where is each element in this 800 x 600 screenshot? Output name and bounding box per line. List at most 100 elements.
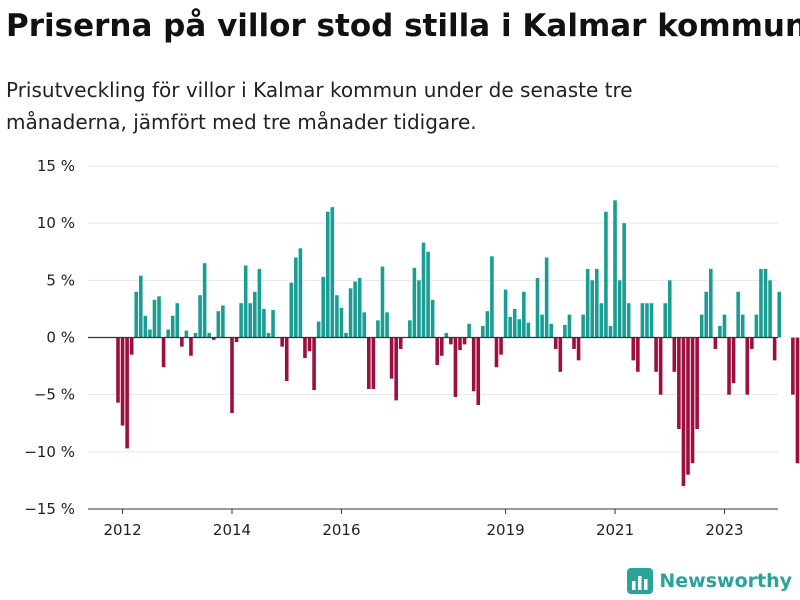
bar: [476, 337, 481, 405]
bar: [139, 275, 143, 338]
bar: [517, 319, 522, 338]
bar: [704, 291, 709, 338]
bar: [216, 311, 221, 338]
bar: [389, 337, 394, 379]
bar: [613, 200, 617, 338]
bar: [312, 337, 316, 391]
bar: [157, 296, 161, 338]
bar: [189, 337, 193, 356]
bar: [622, 223, 626, 338]
bar: [321, 276, 325, 338]
bar: [490, 256, 494, 338]
x-tick-label: 2019: [487, 521, 525, 539]
y-tick-label: 0 %: [46, 329, 75, 347]
bar: [230, 337, 234, 413]
bar: [503, 289, 508, 338]
bar: [522, 291, 526, 338]
page-title: Priserna på villor stod stilla i Kalmar …: [6, 8, 800, 44]
bar: [449, 337, 453, 345]
bar: [740, 314, 745, 338]
bar: [357, 278, 362, 338]
bar: [376, 320, 380, 338]
bar: [567, 314, 572, 338]
bar: [417, 280, 421, 338]
bar: [325, 211, 330, 338]
y-tick-label: 15 %: [37, 157, 75, 175]
bar: [120, 337, 125, 426]
bar: [266, 332, 271, 338]
bar: [435, 337, 439, 365]
bar: [727, 337, 731, 395]
bar: [709, 268, 713, 338]
bar: [294, 257, 298, 338]
bar: [198, 295, 202, 338]
bar: [284, 337, 289, 381]
bar: [585, 268, 590, 338]
bar: [494, 337, 499, 368]
bar: [713, 337, 718, 349]
y-tick-label: −10 %: [24, 443, 75, 461]
bar: [348, 288, 353, 338]
bar: [654, 337, 658, 372]
bar: [408, 320, 412, 338]
bar: [257, 268, 262, 338]
bar: [380, 266, 385, 338]
bar: [202, 263, 207, 338]
bar: [394, 337, 398, 401]
bar: [777, 291, 781, 338]
bar: [631, 337, 636, 361]
bar: [148, 329, 152, 338]
bar: [207, 332, 211, 338]
bar: [754, 314, 759, 338]
bar: [731, 337, 736, 384]
bar: [581, 314, 585, 338]
bar: [677, 337, 681, 429]
bar: [175, 303, 180, 338]
bar: [572, 337, 576, 349]
bar: [658, 337, 663, 395]
y-tick-label: −15 %: [24, 500, 75, 518]
bar: [485, 311, 490, 338]
bar: [699, 314, 704, 338]
bar: [248, 303, 253, 338]
bar: [626, 303, 631, 338]
bar: [458, 337, 462, 351]
bar: [298, 248, 303, 338]
bar: [430, 299, 435, 338]
bar: [690, 337, 695, 464]
y-tick-label: −5 %: [34, 386, 75, 404]
bar: [243, 265, 248, 338]
bar: [604, 211, 608, 338]
bar: [672, 337, 677, 372]
bar: [161, 337, 166, 368]
bar: [444, 332, 449, 338]
bar: [426, 251, 430, 338]
bar: [353, 281, 357, 338]
bar: [759, 268, 763, 338]
bar: [512, 308, 517, 338]
bar: [170, 315, 175, 338]
bar: [371, 337, 376, 389]
bar: [184, 330, 189, 338]
bar: [553, 337, 558, 349]
bar: [152, 299, 157, 338]
bar: [143, 315, 148, 338]
bar: [563, 324, 567, 338]
bar: [599, 303, 604, 338]
bar: [540, 314, 544, 338]
bar: [686, 337, 690, 475]
bar: [649, 303, 654, 338]
bar: [330, 207, 335, 338]
bar: [439, 337, 444, 356]
bar: [193, 332, 198, 338]
bar: [636, 337, 640, 372]
bar: [640, 303, 645, 338]
bar: [499, 337, 503, 355]
bar: [667, 280, 672, 338]
bar: [367, 337, 371, 389]
bar: [768, 280, 772, 338]
bar: [736, 291, 740, 338]
bar: [508, 316, 512, 338]
x-tick-label: 2016: [322, 521, 360, 539]
